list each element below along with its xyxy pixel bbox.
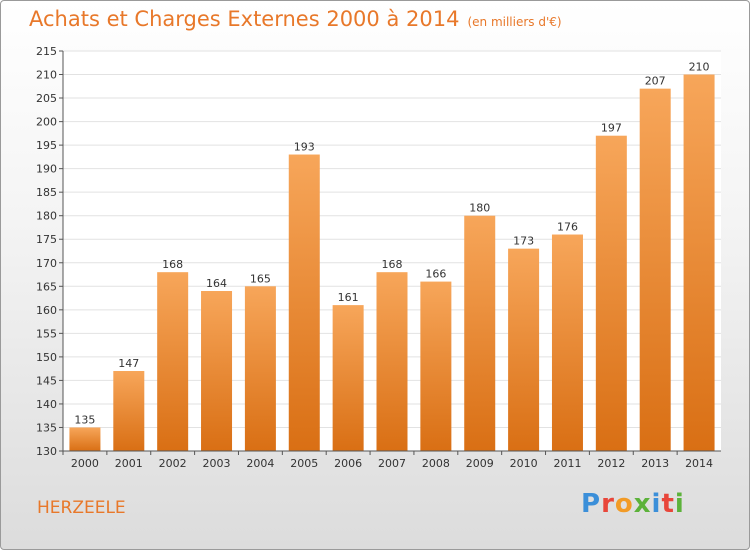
data-label: 176 — [557, 221, 578, 234]
x-tick-label: 2006 — [334, 457, 362, 470]
y-tick-label: 135 — [36, 421, 57, 434]
chart-title-text: Achats et Charges Externes 2000 à 2014 — [29, 7, 460, 31]
y-tick-label: 150 — [36, 351, 57, 364]
data-label: 168 — [382, 258, 403, 271]
bar — [464, 215, 496, 451]
bar — [376, 272, 408, 451]
y-tick-label: 215 — [36, 45, 57, 58]
x-tick-label: 2009 — [466, 457, 494, 470]
bar — [508, 248, 540, 451]
bar — [551, 234, 583, 451]
data-label: 161 — [338, 291, 359, 304]
bar — [420, 281, 452, 451]
commune-name: HERZEELE — [37, 498, 126, 518]
data-label: 147 — [118, 357, 139, 370]
data-label: 165 — [250, 272, 271, 285]
x-tick-label: 2013 — [641, 457, 669, 470]
bar — [595, 135, 627, 452]
data-label: 164 — [206, 277, 227, 290]
y-tick-label: 180 — [36, 210, 57, 223]
chart-unit: (en milliers d'€) — [467, 15, 562, 29]
x-tick-label: 2002 — [159, 457, 187, 470]
data-label: 207 — [645, 75, 666, 88]
data-label: 168 — [162, 258, 183, 271]
bar — [288, 154, 320, 451]
y-tick-label: 145 — [36, 374, 57, 387]
proxiti-logo: Proxiti — [581, 489, 685, 519]
y-tick-label: 210 — [36, 69, 57, 82]
y-tick-label: 195 — [36, 139, 57, 152]
x-tick-label: 2011 — [553, 457, 581, 470]
data-label: 197 — [601, 122, 622, 135]
x-tick-label: 2014 — [685, 457, 713, 470]
x-tick-label: 2005 — [290, 457, 318, 470]
bar — [639, 88, 671, 451]
data-label: 180 — [469, 202, 490, 215]
y-tick-label: 155 — [36, 327, 57, 340]
bar — [201, 291, 233, 451]
y-tick-label: 185 — [36, 186, 57, 199]
bar — [69, 427, 101, 451]
data-label: 210 — [689, 61, 710, 74]
bar — [683, 74, 715, 451]
x-tick-label: 2000 — [71, 457, 99, 470]
x-tick-label: 2010 — [510, 457, 538, 470]
y-tick-label: 200 — [36, 116, 57, 129]
bar — [157, 272, 189, 451]
x-tick-label: 2007 — [378, 457, 406, 470]
y-tick-label: 130 — [36, 445, 57, 458]
x-tick-label: 2004 — [246, 457, 274, 470]
data-label: 166 — [425, 268, 446, 281]
data-label: 173 — [513, 235, 534, 248]
y-tick-label: 175 — [36, 233, 57, 246]
bar — [244, 286, 276, 451]
y-tick-label: 160 — [36, 304, 57, 317]
x-tick-label: 2012 — [597, 457, 625, 470]
x-tick-label: 2008 — [422, 457, 450, 470]
x-tick-label: 2001 — [115, 457, 143, 470]
data-label: 135 — [74, 413, 95, 426]
data-label: 193 — [294, 141, 315, 154]
y-tick-label: 190 — [36, 163, 57, 176]
x-tick-label: 2003 — [203, 457, 231, 470]
y-tick-label: 140 — [36, 398, 57, 411]
y-tick-label: 170 — [36, 257, 57, 270]
chart-title: Achats et Charges Externes 2000 à 2014 (e… — [29, 7, 562, 31]
y-tick-label: 165 — [36, 280, 57, 293]
bar — [332, 305, 364, 451]
y-tick-label: 205 — [36, 92, 57, 105]
bar — [113, 371, 145, 451]
